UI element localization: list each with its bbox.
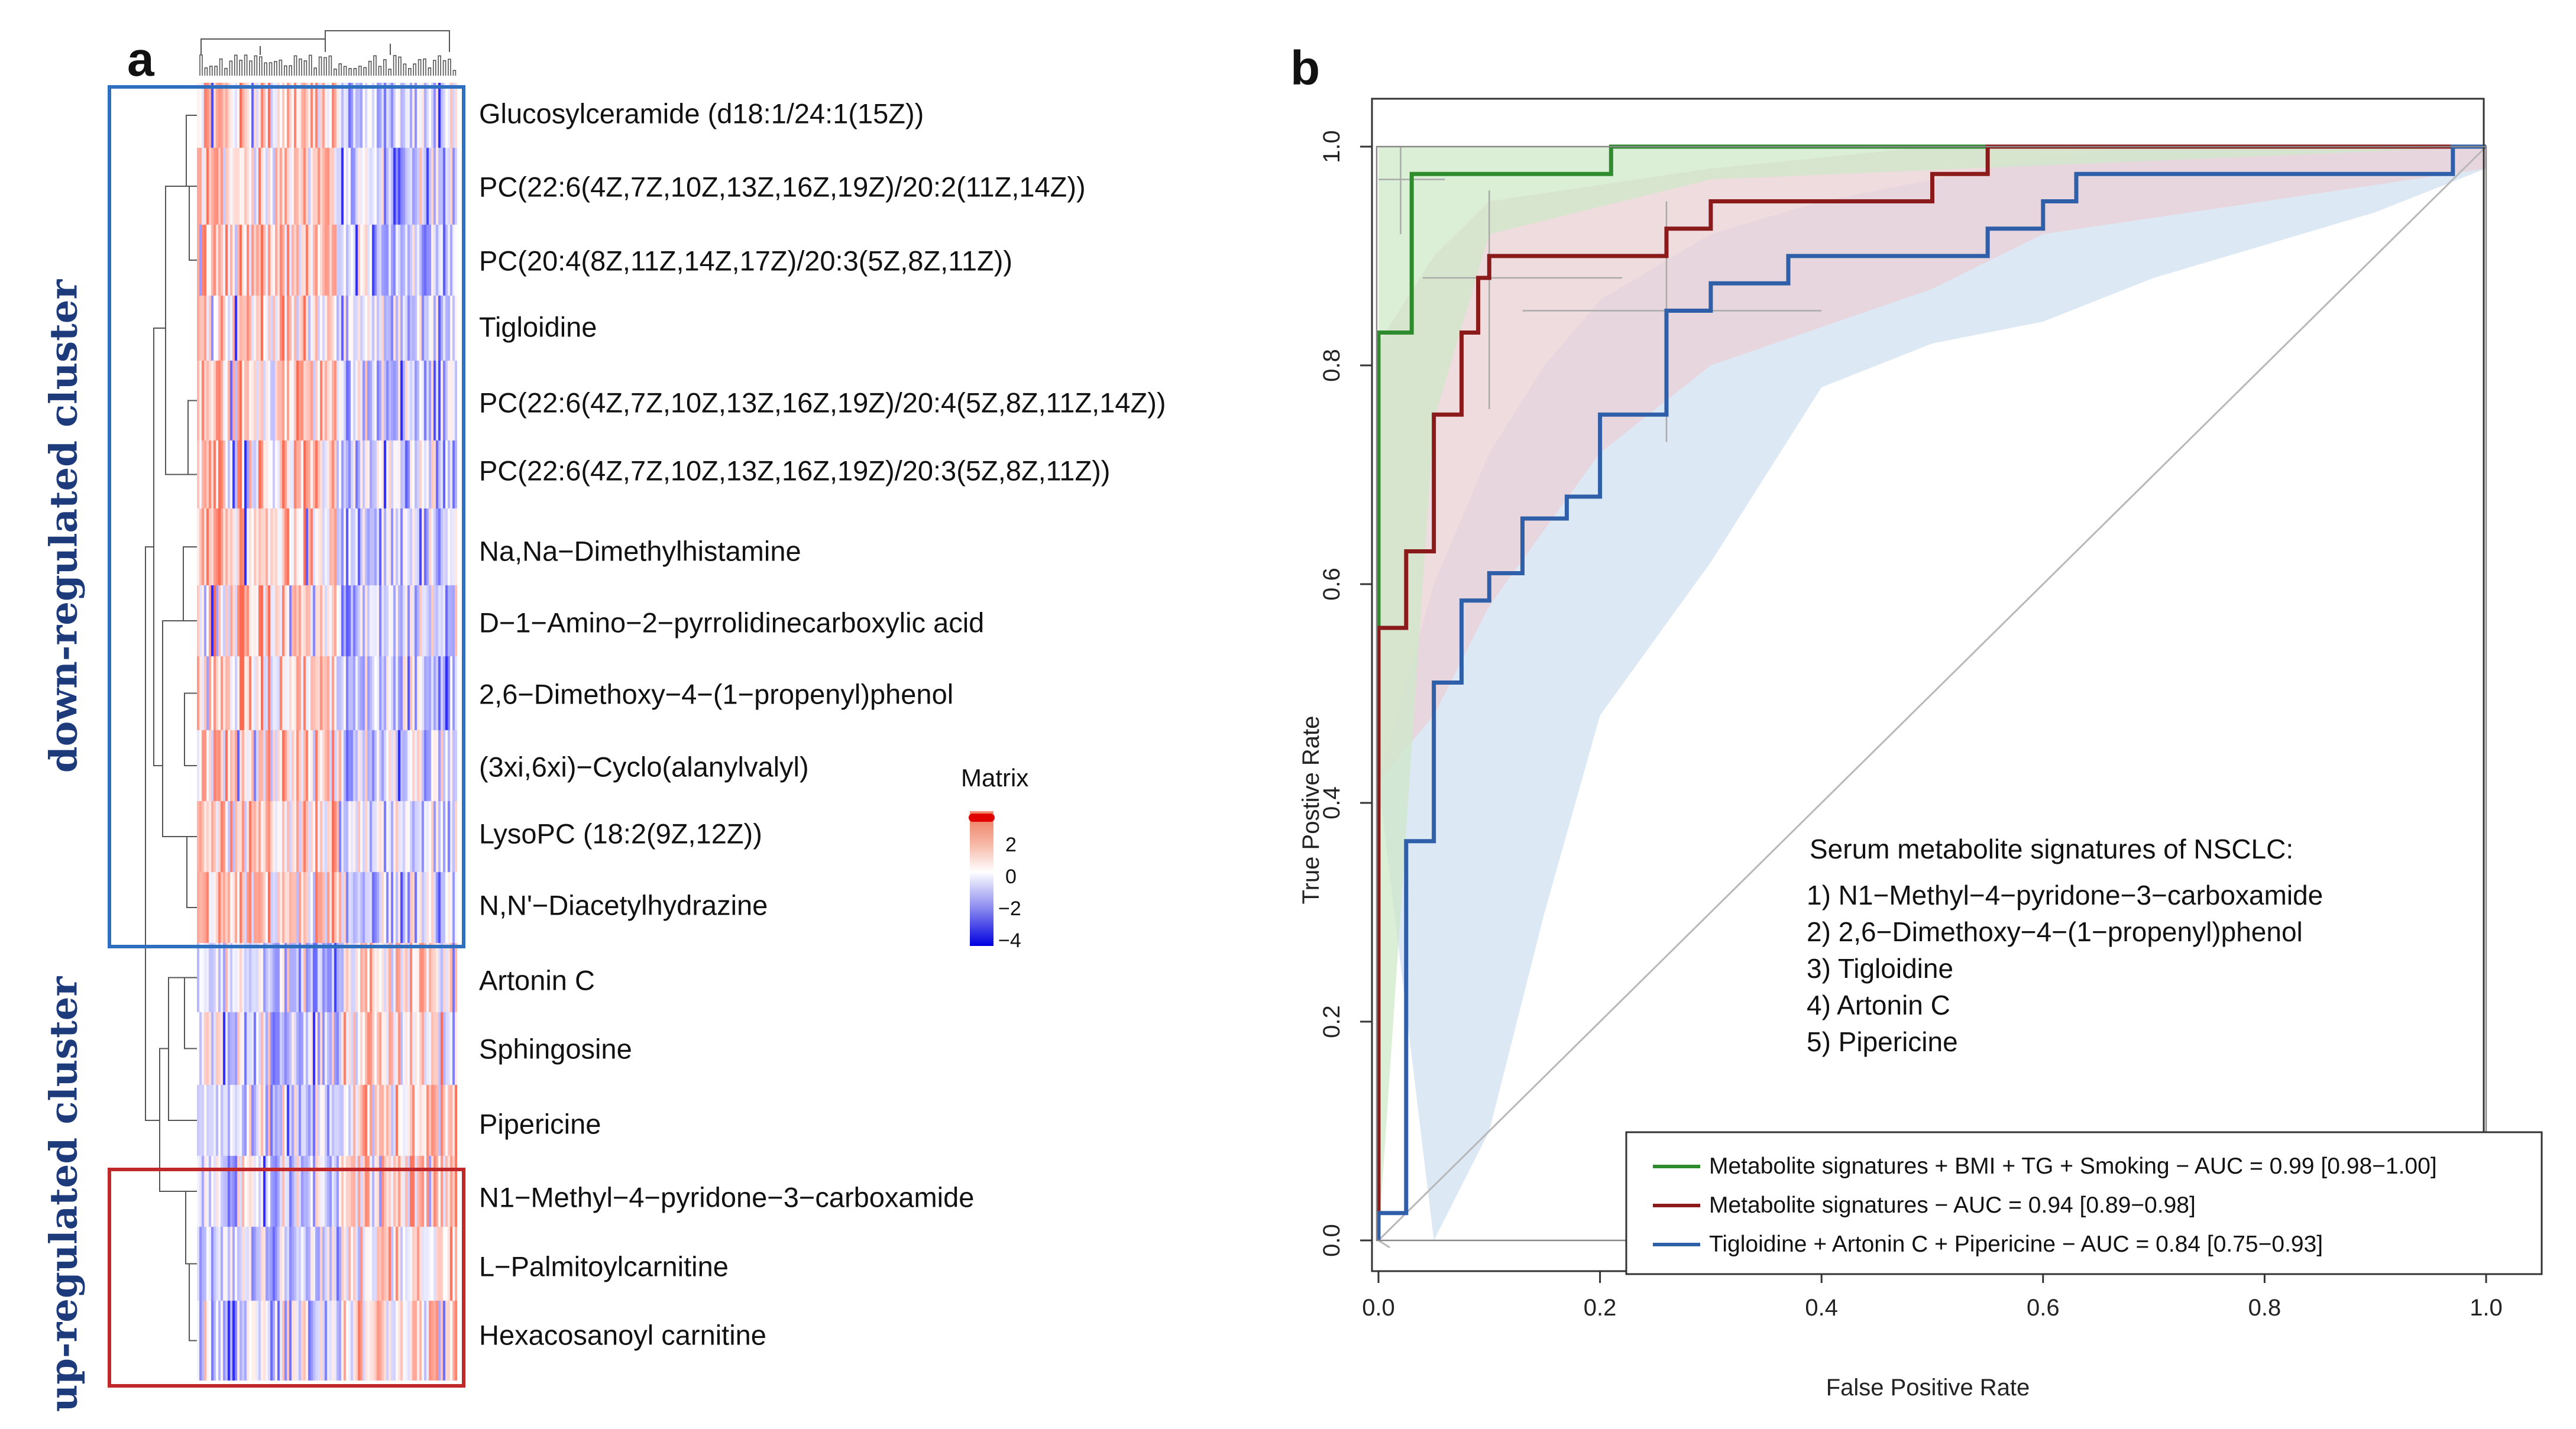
color-key-tick-label: 2 [1005,834,1017,856]
down-cluster-box [108,85,465,948]
metabolite-label: Na,Na−Dimethylhistamine [479,535,801,567]
x-tick-label: 1.0 [2470,1295,2503,1321]
y-tick-label: 0.2 [1319,1005,1345,1038]
roc-curve-series-3 [1376,144,2486,1240]
panel-a-label: a [127,33,154,86]
color-key-cap [969,814,995,822]
metabolite-label: D−1−Amino−2−pyrrolidinecarboxylic acid [479,607,985,639]
color-key-bar [970,811,993,946]
metabolite-label: Glucosylceramide (d18:1/24:1(15Z)) [479,98,924,129]
y-tick-label: 0.8 [1319,349,1345,382]
color-key-tick-label: −2 [998,897,1021,920]
confidence-band [1378,147,2486,1240]
metabolite-label: Artonin C [479,964,595,996]
heatmap [197,83,457,1381]
metabolite-label: (3xi,6xi)−Cyclo(alanylvalyl) [479,751,809,783]
legend-entry: Metabolite signatures − AUC = 0.94 [0.89… [1709,1193,2196,1218]
up-cluster-box [108,1168,465,1388]
panel-b-label: b [1290,41,1321,95]
signature-item: 3) Tigloidine [1807,953,1953,984]
metabolite-label: LysoPC (18:2(9Z,12Z)) [479,818,762,850]
signature-title: Serum metabolite signatures of NSCLC: [1810,834,2293,864]
metabolite-label: PC(20:4(8Z,11Z,14Z,17Z)/20:3(5Z,8Z,11Z)) [479,245,1013,277]
metabolite-label: Sphingosine [479,1033,632,1065]
metabolite-label: N1−Methyl−4−pyridone−3−carboxamide [479,1181,975,1213]
y-tick-label: 0.0 [1319,1224,1345,1257]
y-tick-label: 0.6 [1319,568,1345,601]
metabolite-label: PC(22:6(4Z,7Z,10Z,13Z,16Z,19Z)/20:2(11Z,… [479,171,1086,203]
roc-curve-series-2 [1376,144,2486,1240]
down-regulated-cluster-label: down-regulated cluster [41,279,86,773]
legend-entry: Tigloidine + Artonin C + Pipericine − AU… [1709,1232,2323,1257]
x-tick-label: 0.2 [1584,1295,1617,1321]
signature-item: 5) Pipericine [1807,1026,1958,1057]
metabolite-label: PC(22:6(4Z,7Z,10Z,13Z,16Z,19Z)/20:4(5Z,8… [479,387,1166,419]
x-tick-label: 0.8 [2248,1295,2281,1321]
roc-chart: 0.0 0.2 0.4 0.6 0.8 1.0 0.0 0.2 0.4 0.6 0.8 1.0 Fal… [1298,98,2543,1401]
signature-item: 1) N1−Methyl−4−pyridone−3−carboxamide [1807,880,2323,910]
up-regulated-cluster-label: up-regulated cluster [41,976,86,1412]
metabolite-label: N,N'−Diacetylhydrazine [479,889,768,921]
y-tick-label: 1.0 [1319,130,1345,163]
x-tick-label: 0.0 [1362,1295,1395,1321]
color-key-title: Matrix [961,764,1029,792]
metabolite-label: Pipericine [479,1108,601,1140]
y-tick-label: 0.4 [1319,786,1345,819]
chance-diagonal [1377,145,2487,1242]
legend-entry: Metabolite signatures + BMI + TG + Smoki… [1709,1153,2437,1179]
metabolite-label: L−Palmitoylcarnitine [479,1250,729,1282]
x-tick-label: 0.6 [2027,1295,2060,1321]
column-dendrogram [199,30,457,76]
metabolite-label: 2,6−Dimethoxy−4−(1−propenyl)phenol [479,678,954,710]
color-key-tick-label: −4 [998,929,1021,952]
legend-box [1625,1131,2543,1275]
row-dendrogram [145,115,198,1341]
x-tick-label: 0.4 [1805,1295,1838,1321]
x-axis-title: False Positive Rate [1826,1375,2030,1401]
color-key-tick-label: 0 [1005,866,1017,888]
metabolite-label: PC(22:6(4Z,7Z,10Z,13Z,16Z,19Z)/20:3(5Z,8… [479,455,1111,487]
y-axis-title: True Postive Rate [1298,716,1324,905]
metabolite-label: Tigloidine [479,311,597,343]
confidence-band [1378,147,2486,781]
metabolite-label: Hexacosanoyl carnitine [479,1319,766,1351]
signature-item: 4) Artonin C [1807,990,1950,1020]
signature-item: 2) 2,6−Dimethoxy−4−(1−propenyl)phenol [1807,916,2303,947]
chance-diagonal-extension [1378,1239,1390,1249]
ci-cross [1422,190,1623,409]
